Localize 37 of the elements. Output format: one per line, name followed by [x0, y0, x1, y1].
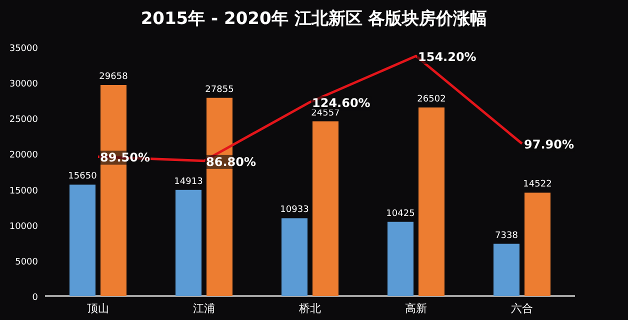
y-tick-label: 10000 [9, 222, 38, 232]
bar [282, 218, 308, 296]
y-tick-label: 25000 [9, 115, 38, 126]
bar [312, 121, 338, 296]
data-label: 86.80% [206, 154, 256, 169]
data-label: 124.60% [312, 96, 370, 110]
data-label: 10425 [386, 208, 415, 219]
data-label: 27855 [205, 84, 234, 95]
data-label: 154.20% [418, 50, 476, 64]
data-label: 15650 [68, 172, 98, 182]
data-label: 7338 [495, 230, 518, 241]
bar [494, 244, 520, 296]
data-label: 89.50% [100, 150, 150, 165]
bar [524, 192, 550, 296]
y-tick-label: 15000 [9, 186, 38, 196]
data-label: 14522 [523, 180, 552, 190]
bar [70, 184, 96, 296]
bar [388, 222, 414, 296]
data-label: 29658 [99, 72, 128, 82]
y-tick-label: 5000 [15, 257, 38, 268]
bar [418, 107, 444, 296]
data-label: 26502 [417, 94, 446, 104]
data-label: 24557 [311, 108, 340, 118]
data-label: 97.90% [524, 138, 574, 152]
x-tick-label: 高新 [405, 302, 427, 315]
bar [176, 190, 202, 296]
chart-title: 2015年 - 2020年 江北新区 各版块房价涨幅 [140, 9, 488, 29]
y-tick-label: 35000 [9, 44, 38, 54]
data-label: 10933 [280, 205, 309, 216]
y-tick-label: 0 [32, 293, 38, 303]
x-tick-label: 江浦 [193, 302, 215, 315]
data-label: 14913 [174, 176, 203, 187]
x-tick-label: 桥北 [298, 302, 321, 315]
x-tick-label: 顶山 [87, 302, 109, 315]
x-tick-label: 六合 [511, 302, 533, 315]
y-tick-label: 30000 [9, 80, 38, 90]
y-tick-label: 20000 [9, 150, 38, 161]
